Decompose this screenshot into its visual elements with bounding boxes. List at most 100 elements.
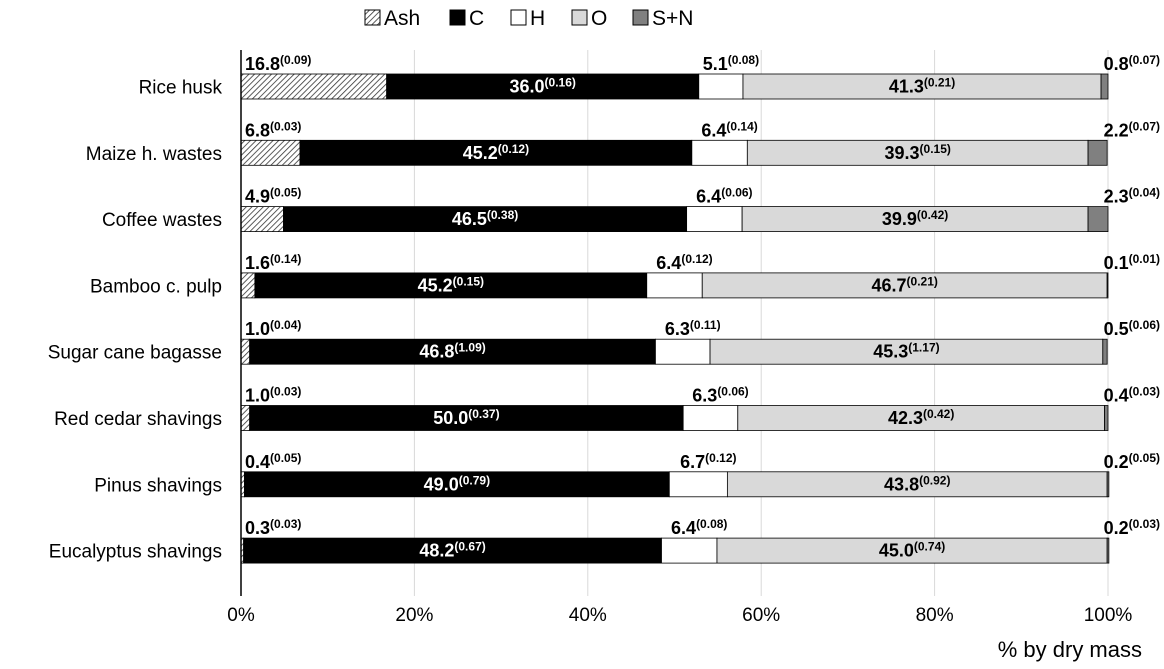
bar-s-n [1087,139,1108,166]
x-tick-label: 60% [742,605,780,626]
bar-o [709,338,1104,365]
bar-c [283,206,688,233]
bar-o [737,405,1105,431]
value-label-sn: 0.2(0.03) [1104,517,1160,538]
bar-s-n [1087,206,1109,233]
legend-swatch-o [571,9,588,26]
value-label-sn: 0.5(0.06) [1104,318,1160,339]
value-label-o: 39.9(0.42) [882,208,948,229]
legend-swatch-c [449,9,466,26]
legend-label-h: H [530,7,545,30]
value-label-c: 36.0(0.16) [510,76,576,97]
value-label-sn: 2.3(0.04) [1104,186,1160,207]
bar-ash [240,206,284,233]
legend: Ash C H O S+N [364,7,693,30]
bar-ash [240,405,251,431]
legend-swatch-h [510,9,527,26]
x-tick-label: 100% [1084,605,1133,626]
bar-c [244,471,670,498]
bar-ash [240,139,301,166]
legend-swatch-s-n [632,9,649,26]
gridlines [413,50,1109,596]
bar-h [668,471,728,498]
bar-s-n [1100,73,1109,100]
value-label-o: 43.8(0.92) [884,473,950,494]
bar-s-n [1106,272,1109,299]
value-label-sn: 0.1(0.01) [1104,252,1160,273]
value-label-sn: 0.4(0.03) [1104,385,1160,406]
x-axis-title: % by dry mass [998,637,1142,662]
bar-h [698,73,744,100]
bar-o [741,206,1089,233]
value-label-ash: 16.8(0.09) [245,53,311,74]
bar-c [299,139,693,166]
bar-c [243,537,662,564]
x-tick-label: 80% [916,605,954,626]
value-label-sn: 2.2(0.07) [1104,119,1160,140]
value-label-ash: 6.8(0.03) [245,119,301,140]
category-label: Maize h. wastes [86,144,222,165]
value-label-ash: 1.0(0.03) [245,385,301,406]
axes: 0% 20% 40% 60% 80% 100% Rice husk Maize h. wast… [48,50,1133,626]
value-label-ash: 1.0(0.04) [245,318,301,339]
category-label: Eucalyptus shavings [49,542,222,563]
bar-h [691,139,748,166]
category-label: Red cedar shavings [54,409,222,430]
value-label-h: 6.3(0.06) [692,385,748,406]
bar-h [686,206,743,233]
x-tick-label: 20% [395,605,433,626]
value-label-sn: 0.8(0.07) [1104,53,1160,74]
bar-h [661,537,718,564]
bar-s-n [1104,405,1109,431]
value-label-o: 45.3(1.17) [873,341,939,362]
value-label-o: 39.3(0.15) [884,142,950,163]
value-label-c: 45.2(0.12) [463,142,529,163]
value-labels: 16.8(0.09) 36.0(0.16) 5.1(0.08) 41.3(0.21) 0… [245,53,1160,561]
bar-o [746,139,1089,166]
value-label-h: 6.4(0.14) [701,119,757,140]
value-label-h: 6.4(0.06) [696,186,752,207]
bar-o [726,471,1108,498]
bar-s-n [1106,537,1110,564]
value-label-c: 49.0(0.79) [424,473,490,494]
value-label-o: 46.7(0.21) [871,274,937,295]
bar-h [646,272,703,299]
value-label-sn: 0.2(0.05) [1104,451,1160,472]
value-label-c: 45.2(0.15) [418,274,484,295]
bar-h [655,338,711,365]
value-label-c: 46.8(1.09) [419,341,485,362]
value-label-h: 6.7(0.12) [680,451,736,472]
category-label: Bamboo c. pulp [90,276,222,297]
bar-o [701,272,1108,299]
bar-h [682,405,739,431]
legend-label-ash: Ash [384,7,420,30]
category-label: Rice husk [139,78,223,99]
value-label-h: 6.4(0.08) [671,517,727,538]
bar-ash [240,73,388,100]
value-label-o: 45.0(0.74) [879,540,945,561]
value-label-h: 5.1(0.08) [703,53,759,74]
value-label-c: 50.0(0.37) [433,407,499,428]
bar-ash [240,272,256,299]
bar-ash [240,338,251,365]
legend-label-s-n: S+N [652,7,693,30]
x-tick-label: 0% [227,605,255,626]
value-label-o: 42.3(0.42) [888,407,954,428]
value-label-o: 41.3(0.21) [889,76,955,97]
bars [240,73,1110,564]
bar-s-n [1106,471,1110,498]
value-label-h: 6.4(0.12) [656,252,712,273]
bar-c [386,73,700,100]
value-label-c: 46.5(0.38) [452,208,518,229]
bar-o [716,537,1108,564]
category-label: Sugar cane bagasse [48,343,222,364]
x-tick-label: 40% [569,605,607,626]
value-label-ash: 1.6(0.14) [245,252,301,273]
category-label: Coffee wastes [102,210,222,231]
bar-s-n [1102,338,1108,365]
legend-label-o: O [591,7,607,30]
value-label-ash: 4.9(0.05) [245,186,301,207]
legend-label-c: C [469,7,484,30]
value-label-h: 6.3(0.11) [665,318,721,339]
